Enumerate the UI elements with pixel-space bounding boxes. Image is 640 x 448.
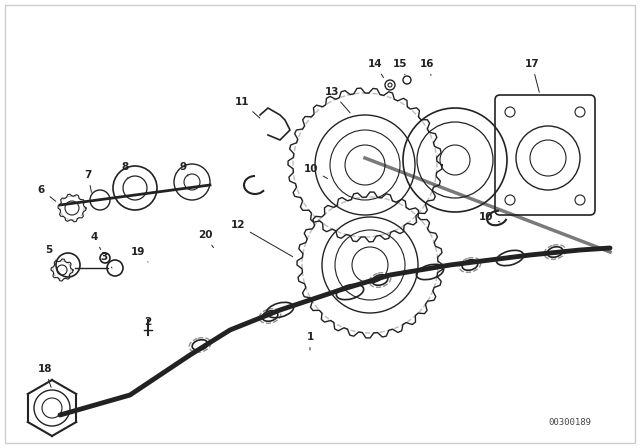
Text: 12: 12 — [230, 220, 292, 257]
Text: 19: 19 — [131, 247, 148, 262]
Text: 18: 18 — [38, 364, 52, 388]
Text: 8: 8 — [122, 162, 129, 178]
Text: 3: 3 — [100, 252, 112, 268]
Text: 10: 10 — [479, 212, 500, 222]
Text: 4: 4 — [91, 232, 100, 250]
Text: 7: 7 — [84, 170, 92, 192]
Text: 9: 9 — [179, 162, 188, 176]
Text: 11: 11 — [235, 97, 260, 118]
Text: 13: 13 — [324, 87, 350, 113]
Text: 14: 14 — [368, 59, 383, 78]
Text: 20: 20 — [198, 230, 214, 248]
Text: 10: 10 — [303, 164, 328, 179]
Text: 17: 17 — [525, 59, 540, 92]
Text: 00300189: 00300189 — [548, 418, 591, 426]
Text: 5: 5 — [45, 245, 56, 261]
Text: 15: 15 — [393, 59, 407, 75]
Text: 2: 2 — [145, 317, 152, 333]
Text: 16: 16 — [420, 59, 435, 75]
Text: 1: 1 — [307, 332, 314, 350]
Text: 6: 6 — [38, 185, 56, 201]
